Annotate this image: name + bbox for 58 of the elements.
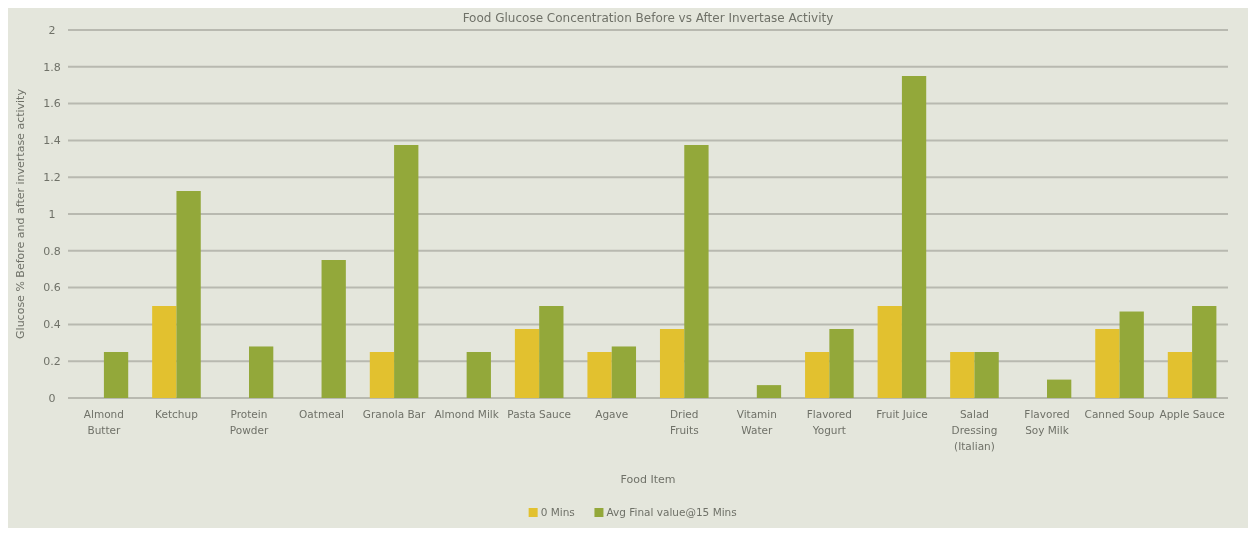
bar — [1167, 352, 1193, 398]
x-tick-label: Almond Butter — [83, 408, 124, 436]
bar — [394, 145, 419, 398]
bar — [829, 329, 854, 398]
bar — [950, 352, 975, 398]
legend-label: Avg Final value@15 Mins — [606, 506, 737, 518]
bar — [249, 346, 274, 398]
y-tick-label: 1.8 — [43, 60, 61, 74]
bar — [1192, 306, 1217, 398]
x-tick-label: Apple Sauce — [1159, 408, 1225, 420]
x-tick-label: Flavored Soy Milk — [1024, 408, 1070, 436]
bar — [539, 306, 564, 398]
y-tick-label: 0.6 — [43, 281, 61, 295]
x-tick-label: Agave — [595, 408, 629, 420]
x-tick-label: Oatmeal — [299, 408, 344, 420]
x-tick-label: Flavored Yogurt — [806, 408, 852, 436]
x-tick-label: Pasta Sauce — [507, 408, 572, 420]
x-tick-label: Dried Fruits — [669, 408, 699, 436]
y-tick-label: 1.6 — [43, 97, 61, 111]
bar — [1047, 379, 1072, 398]
bar — [152, 306, 177, 398]
chart-title: Food Glucose Concentration Before vs After Invertase Activity — [462, 11, 834, 25]
y-tick-label: 1 — [48, 207, 56, 221]
y-tick-label: 0.2 — [43, 355, 61, 369]
x-tick-label: Granola Bar — [362, 408, 427, 420]
y-tick-label: 2 — [48, 23, 56, 37]
y-tick-label: 0.4 — [43, 318, 61, 332]
bar — [974, 352, 999, 398]
bar — [901, 76, 927, 398]
bar — [684, 145, 709, 398]
x-axis-title: Food Item — [620, 473, 676, 486]
x-tick-label: Almond Milk — [434, 408, 500, 420]
bar — [514, 329, 540, 398]
bar — [466, 352, 491, 398]
y-axis-title: Glucose % Before and after invertase activity — [14, 88, 27, 339]
y-tick-label: 0.8 — [43, 244, 61, 258]
x-tick-label: Ketchup — [155, 408, 199, 420]
legend-label: 0 Mins — [540, 506, 575, 518]
bar — [321, 260, 346, 398]
x-tick-label: Vitamin Water — [736, 408, 777, 436]
x-tick-label: Salad Dressing (Italian) — [951, 408, 998, 452]
y-tick-label: 1.4 — [43, 134, 61, 148]
y-tick-label: 1.2 — [43, 171, 61, 185]
bar — [877, 306, 902, 398]
x-tick-label: Protein Powder — [229, 408, 269, 436]
y-tick-label: 0 — [48, 391, 56, 405]
bar — [1095, 329, 1120, 398]
bar — [756, 385, 782, 398]
bar — [1119, 311, 1144, 398]
x-tick-label: Canned Soup — [1084, 408, 1155, 420]
bar — [176, 191, 201, 398]
bar — [369, 352, 395, 398]
bar — [659, 329, 685, 398]
x-tick-label: Fruit Juice — [876, 408, 928, 420]
bar — [587, 352, 612, 398]
bar — [611, 346, 637, 398]
bar — [103, 352, 129, 398]
bar — [805, 352, 830, 398]
